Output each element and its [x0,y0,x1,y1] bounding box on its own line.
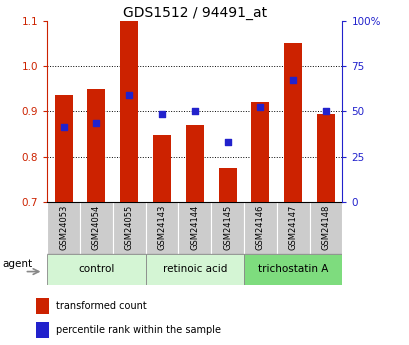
Text: GSM24143: GSM24143 [157,204,166,250]
Bar [178,202,211,254]
Text: GSM24053: GSM24053 [59,204,68,250]
Text: retinoic acid: retinoic acid [162,264,227,274]
Text: GSM24054: GSM24054 [92,204,101,250]
Bar [243,254,342,285]
Text: percentile rank within the sample: percentile rank within the sample [56,325,221,335]
Bar [36,298,49,314]
Text: GSM24055: GSM24055 [124,204,133,250]
Bar [112,202,145,254]
Bar [243,202,276,254]
Bar [316,114,334,202]
Bar [87,89,105,202]
Bar [276,202,309,254]
Bar [120,21,138,202]
Bar [309,202,342,254]
Point [322,108,328,114]
Point [289,78,296,83]
Text: GSM24145: GSM24145 [222,204,231,250]
Bar [145,202,178,254]
Title: GDS1512 / 94491_at: GDS1512 / 94491_at [122,6,266,20]
Point [191,108,198,114]
Bar [251,102,269,202]
Bar [54,96,72,202]
Point [224,139,230,145]
Bar [283,43,301,202]
Text: GSM24146: GSM24146 [255,204,264,250]
Point [126,93,132,98]
Bar [145,254,243,285]
Text: control: control [78,264,114,274]
Text: transformed count: transformed count [56,301,147,311]
Text: GSM24148: GSM24148 [321,204,330,250]
Point [93,120,99,125]
Point [158,112,165,117]
Bar [153,135,171,202]
Text: GSM24144: GSM24144 [190,204,199,250]
Bar [47,254,145,285]
Text: GSM24147: GSM24147 [288,204,297,250]
Point [256,104,263,109]
Bar [80,202,112,254]
Point [60,124,67,130]
Text: trichostatin A: trichostatin A [257,264,328,274]
Bar [218,168,236,202]
Bar [185,125,203,202]
Bar [36,322,49,338]
Text: agent: agent [2,259,32,269]
Bar [47,202,80,254]
Bar [211,202,243,254]
